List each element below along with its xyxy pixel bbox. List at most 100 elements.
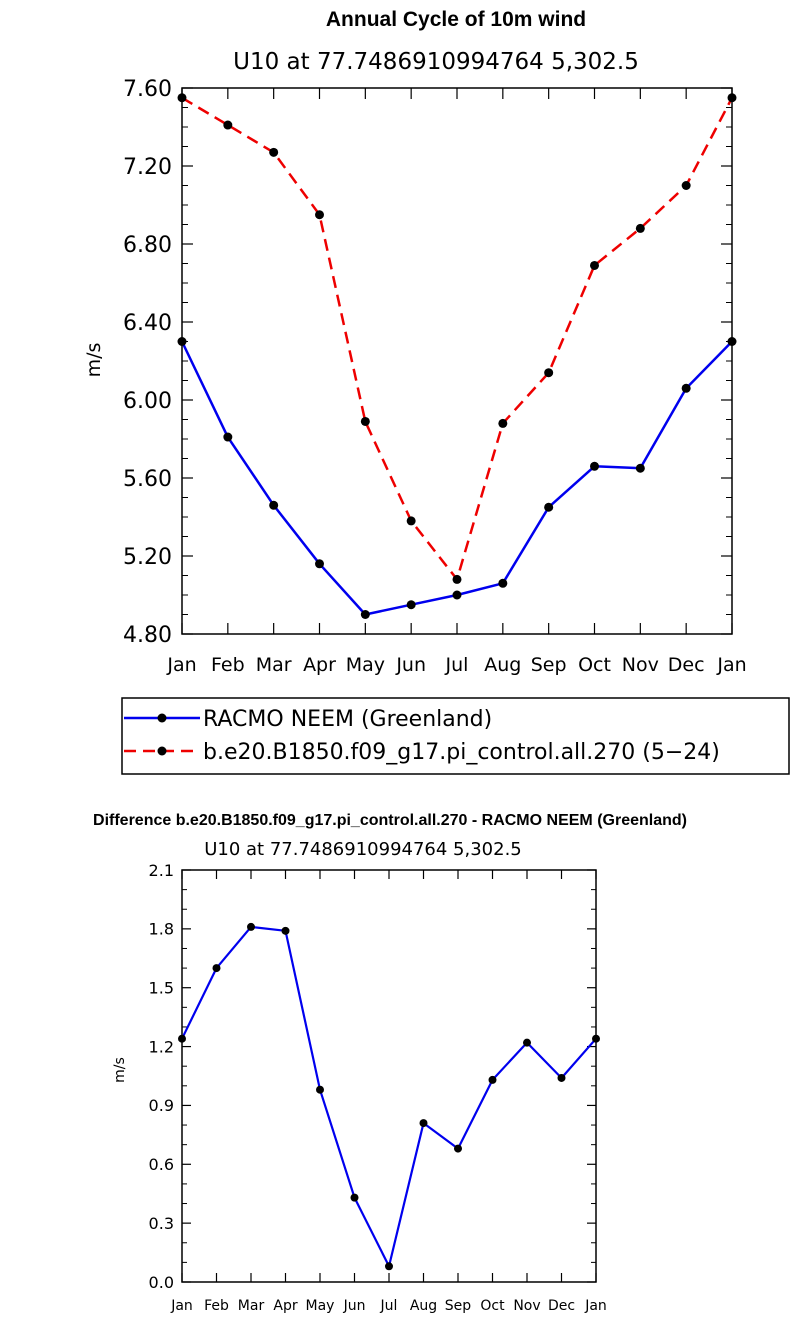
y-axis-label: m/s (83, 343, 105, 378)
data-point (635, 463, 645, 473)
plot-frame (181, 87, 733, 635)
x-tick-label: Nov (622, 654, 659, 676)
data-point (590, 260, 599, 270)
axis-frame (181, 87, 733, 635)
data-point (488, 1075, 497, 1084)
y-tick-label: 7.20 (123, 155, 172, 180)
y-tick-labels: 0.0 0.3 0.6 0.9 1.2 1.5 1.8 2.1 (149, 861, 174, 1292)
x-tick-label: Mar (256, 654, 292, 676)
data-point (269, 500, 279, 510)
data-point (360, 610, 370, 619)
y-tick-label: 6.00 (123, 389, 172, 414)
data-point (406, 600, 416, 610)
y-axis-label: m/s (112, 1057, 128, 1083)
y-tick-label: 2.1 (149, 861, 174, 880)
legend-marker-racmo (157, 713, 167, 723)
y-tick-label: 6.40 (123, 311, 172, 336)
x-tick-label: Jul (380, 1298, 398, 1314)
data-point (681, 383, 691, 393)
y-tick-label: 0.0 (149, 1273, 174, 1292)
data-point (360, 416, 370, 426)
legend-marker-model (157, 746, 167, 756)
data-point (281, 926, 290, 935)
x-tick-labels: Jan Feb Mar Apr May Jun Jul Aug Sep Oct Nov Dec Jan (170, 1298, 607, 1314)
x-tick-label: Dec (668, 654, 705, 676)
data-point (177, 93, 187, 103)
data-point (212, 964, 221, 973)
x-tick-label: Sep (445, 1298, 472, 1314)
x-tick-label: Aug (484, 654, 521, 676)
y-tick-label: 1.8 (149, 920, 174, 939)
data-point (557, 1073, 566, 1082)
x-tick-label: Jan (166, 654, 196, 676)
x-tick-label: Dec (548, 1298, 575, 1314)
legend: RACMO NEEM (Greenland) b.e20.B1850.f09_g… (121, 697, 790, 775)
y-tick-label: 1.5 (149, 978, 174, 997)
data-point (385, 1262, 393, 1271)
data-point (498, 418, 508, 428)
data-point (406, 516, 416, 526)
data-point (523, 1038, 531, 1047)
data-point (544, 502, 554, 512)
y-tick-label: 0.9 (149, 1096, 174, 1115)
x-tick-label: Feb (204, 1298, 229, 1314)
data-point (316, 1085, 324, 1094)
data-point (454, 1144, 462, 1153)
legend-label-model: b.e20.B1850.f09_g17.pi_control.all.270 (… (203, 740, 720, 765)
x-tick-label: Jan (170, 1298, 193, 1314)
axis-frame (181, 869, 597, 1283)
legend-box (121, 697, 790, 775)
x-tick-label: Jan (716, 654, 746, 676)
x-tick-label: Sep (531, 654, 567, 676)
x-tick-label: Apr (273, 1298, 297, 1314)
data-point (681, 181, 691, 190)
data-point (452, 574, 462, 584)
chart-subtitle: U10 at 77.7486910994764 5,302.5 (204, 839, 522, 860)
x-tick-label: Mar (238, 1298, 265, 1314)
data-point (419, 1119, 428, 1128)
y-tick-labels: 4.80 5.20 5.60 6.00 6.40 6.80 7.20 7.60 (123, 77, 172, 648)
data-point (452, 590, 462, 600)
y-tick-label: 5.20 (123, 545, 172, 570)
y-tick-label: 0.6 (149, 1155, 174, 1174)
y-tick-label: 7.60 (123, 77, 172, 102)
x-tick-label: Jul (445, 654, 469, 676)
data-point (544, 368, 554, 378)
x-tick-label: Nov (513, 1298, 540, 1314)
x-tick-labels: Jan Feb Mar Apr May Jun Jul Aug Sep Oct Nov Dec Jan (166, 654, 746, 676)
series-line-1 (181, 96, 734, 581)
y-tick-label: 1.2 (149, 1037, 174, 1056)
x-tick-label: Feb (211, 654, 245, 676)
y-tick-label: 5.60 (123, 467, 172, 492)
plot-frame (181, 869, 597, 1283)
y-tick-label: 4.80 (123, 623, 172, 648)
data-point (350, 1193, 359, 1202)
data-point (590, 461, 599, 471)
x-tick-label: Jun (395, 654, 426, 676)
x-tick-label: Oct (578, 654, 611, 676)
difference-chart: Difference b.e20.B1850.f09_g17.pi_contro… (93, 812, 687, 1314)
x-tick-label: Jun (343, 1298, 366, 1314)
legend-label-racmo: RACMO NEEM (Greenland) (203, 707, 492, 732)
x-tick-label: Apr (303, 654, 336, 676)
data-point (269, 147, 279, 157)
data-point (177, 337, 187, 346)
annual-cycle-chart: Annual Cycle of 10m wind U10 at 77.74869… (83, 8, 747, 676)
data-point (223, 120, 233, 130)
chart-title: Difference b.e20.B1850.f09_g17.pi_contro… (93, 812, 687, 829)
data-point (247, 922, 255, 931)
series-group (178, 922, 600, 1271)
data-point (315, 210, 324, 220)
data-point (498, 578, 508, 588)
data-point (178, 1034, 186, 1043)
series-line-0 (180, 340, 733, 616)
series-group (177, 93, 737, 619)
x-tick-label: Oct (480, 1298, 505, 1314)
data-point (223, 432, 233, 442)
x-tick-label: Aug (410, 1298, 437, 1314)
data-point (315, 559, 324, 569)
data-point (635, 223, 645, 233)
y-tick-label: 0.3 (149, 1214, 174, 1233)
x-tick-label: May (306, 1298, 335, 1314)
